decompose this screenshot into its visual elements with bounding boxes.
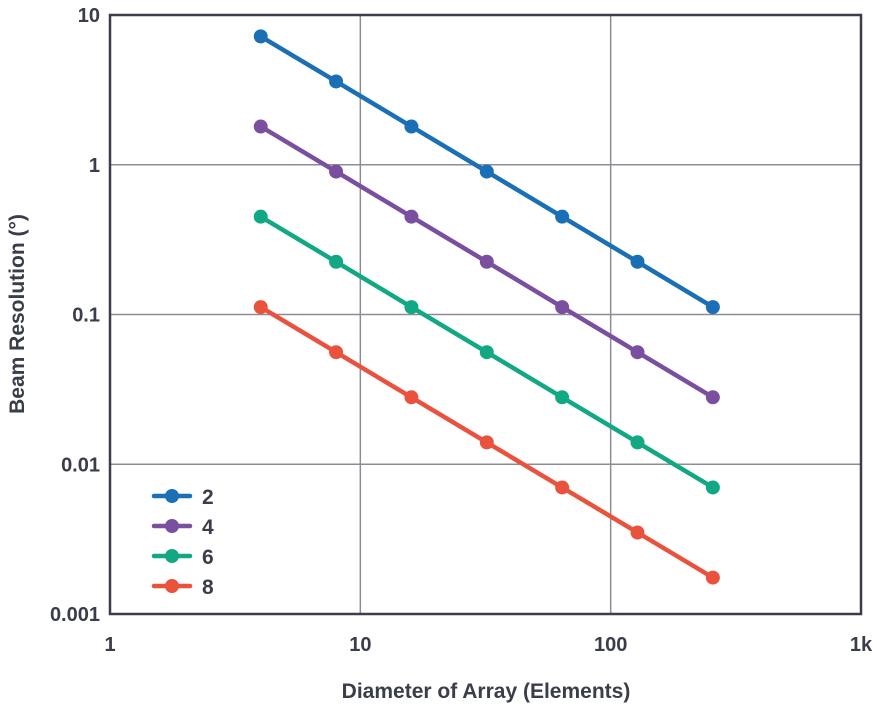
data-point bbox=[329, 345, 344, 360]
data-point bbox=[253, 29, 268, 44]
legend-swatch-marker bbox=[165, 489, 179, 503]
legend-swatch-marker bbox=[165, 519, 179, 533]
x-tick-label: 100 bbox=[594, 634, 627, 656]
y-tick-label: 10 bbox=[78, 5, 100, 27]
data-point bbox=[479, 164, 494, 179]
data-point bbox=[329, 74, 344, 89]
data-point bbox=[479, 435, 494, 450]
series-4 bbox=[253, 119, 720, 405]
data-point bbox=[630, 525, 645, 540]
legend-label: 4 bbox=[202, 516, 214, 539]
data-point bbox=[705, 480, 720, 495]
plot-area-frame bbox=[108, 13, 863, 616]
legend-label: 6 bbox=[202, 546, 214, 569]
data-point bbox=[479, 345, 494, 360]
y-tick-label: 1 bbox=[89, 155, 100, 177]
y-tick-label: 0.01 bbox=[61, 454, 100, 476]
series-8 bbox=[253, 300, 720, 585]
data-point bbox=[404, 390, 419, 405]
tick-labels: 1 10 100 1k 10 1 0.1 0.01 0.001 bbox=[50, 5, 873, 656]
legend: 2 4 6 8 bbox=[151, 486, 214, 599]
data-point bbox=[555, 209, 570, 224]
legend-item-4: 4 bbox=[151, 516, 214, 539]
data-point bbox=[630, 345, 645, 360]
data-point bbox=[630, 435, 645, 450]
legend-label: 8 bbox=[202, 576, 214, 599]
data-point bbox=[630, 254, 645, 269]
legend-swatch-marker bbox=[165, 549, 179, 563]
series-layer bbox=[253, 29, 720, 585]
x-axis-title: Diameter of Array (Elements) bbox=[342, 680, 631, 703]
legend-item-6: 6 bbox=[151, 546, 214, 569]
x-tick-label: 1k bbox=[850, 634, 873, 656]
data-point bbox=[705, 390, 720, 405]
data-point bbox=[404, 300, 419, 315]
data-point bbox=[479, 254, 494, 269]
data-point bbox=[404, 119, 419, 134]
data-point bbox=[404, 209, 419, 224]
y-axis-title: Beam Resolution (°) bbox=[6, 214, 29, 414]
data-point bbox=[555, 390, 570, 405]
data-point bbox=[329, 164, 344, 179]
legend-swatch-marker bbox=[165, 579, 179, 593]
legend-item-2: 2 bbox=[151, 486, 214, 509]
y-tick-label: 0.1 bbox=[72, 305, 100, 327]
x-tick-label: 10 bbox=[349, 634, 371, 656]
data-point bbox=[253, 119, 268, 134]
gridlines bbox=[110, 15, 861, 614]
x-tick-label: 1 bbox=[104, 634, 115, 656]
series-6 bbox=[253, 209, 720, 495]
legend-item-8: 8 bbox=[151, 576, 214, 599]
data-point bbox=[253, 209, 268, 224]
data-point bbox=[555, 480, 570, 495]
data-point bbox=[329, 254, 344, 269]
series-2 bbox=[253, 29, 720, 315]
data-point bbox=[555, 300, 570, 315]
legend-label: 2 bbox=[202, 486, 214, 509]
data-point bbox=[705, 570, 720, 585]
data-point bbox=[705, 300, 720, 315]
y-tick-label: 0.001 bbox=[50, 604, 100, 626]
data-point bbox=[253, 300, 268, 315]
